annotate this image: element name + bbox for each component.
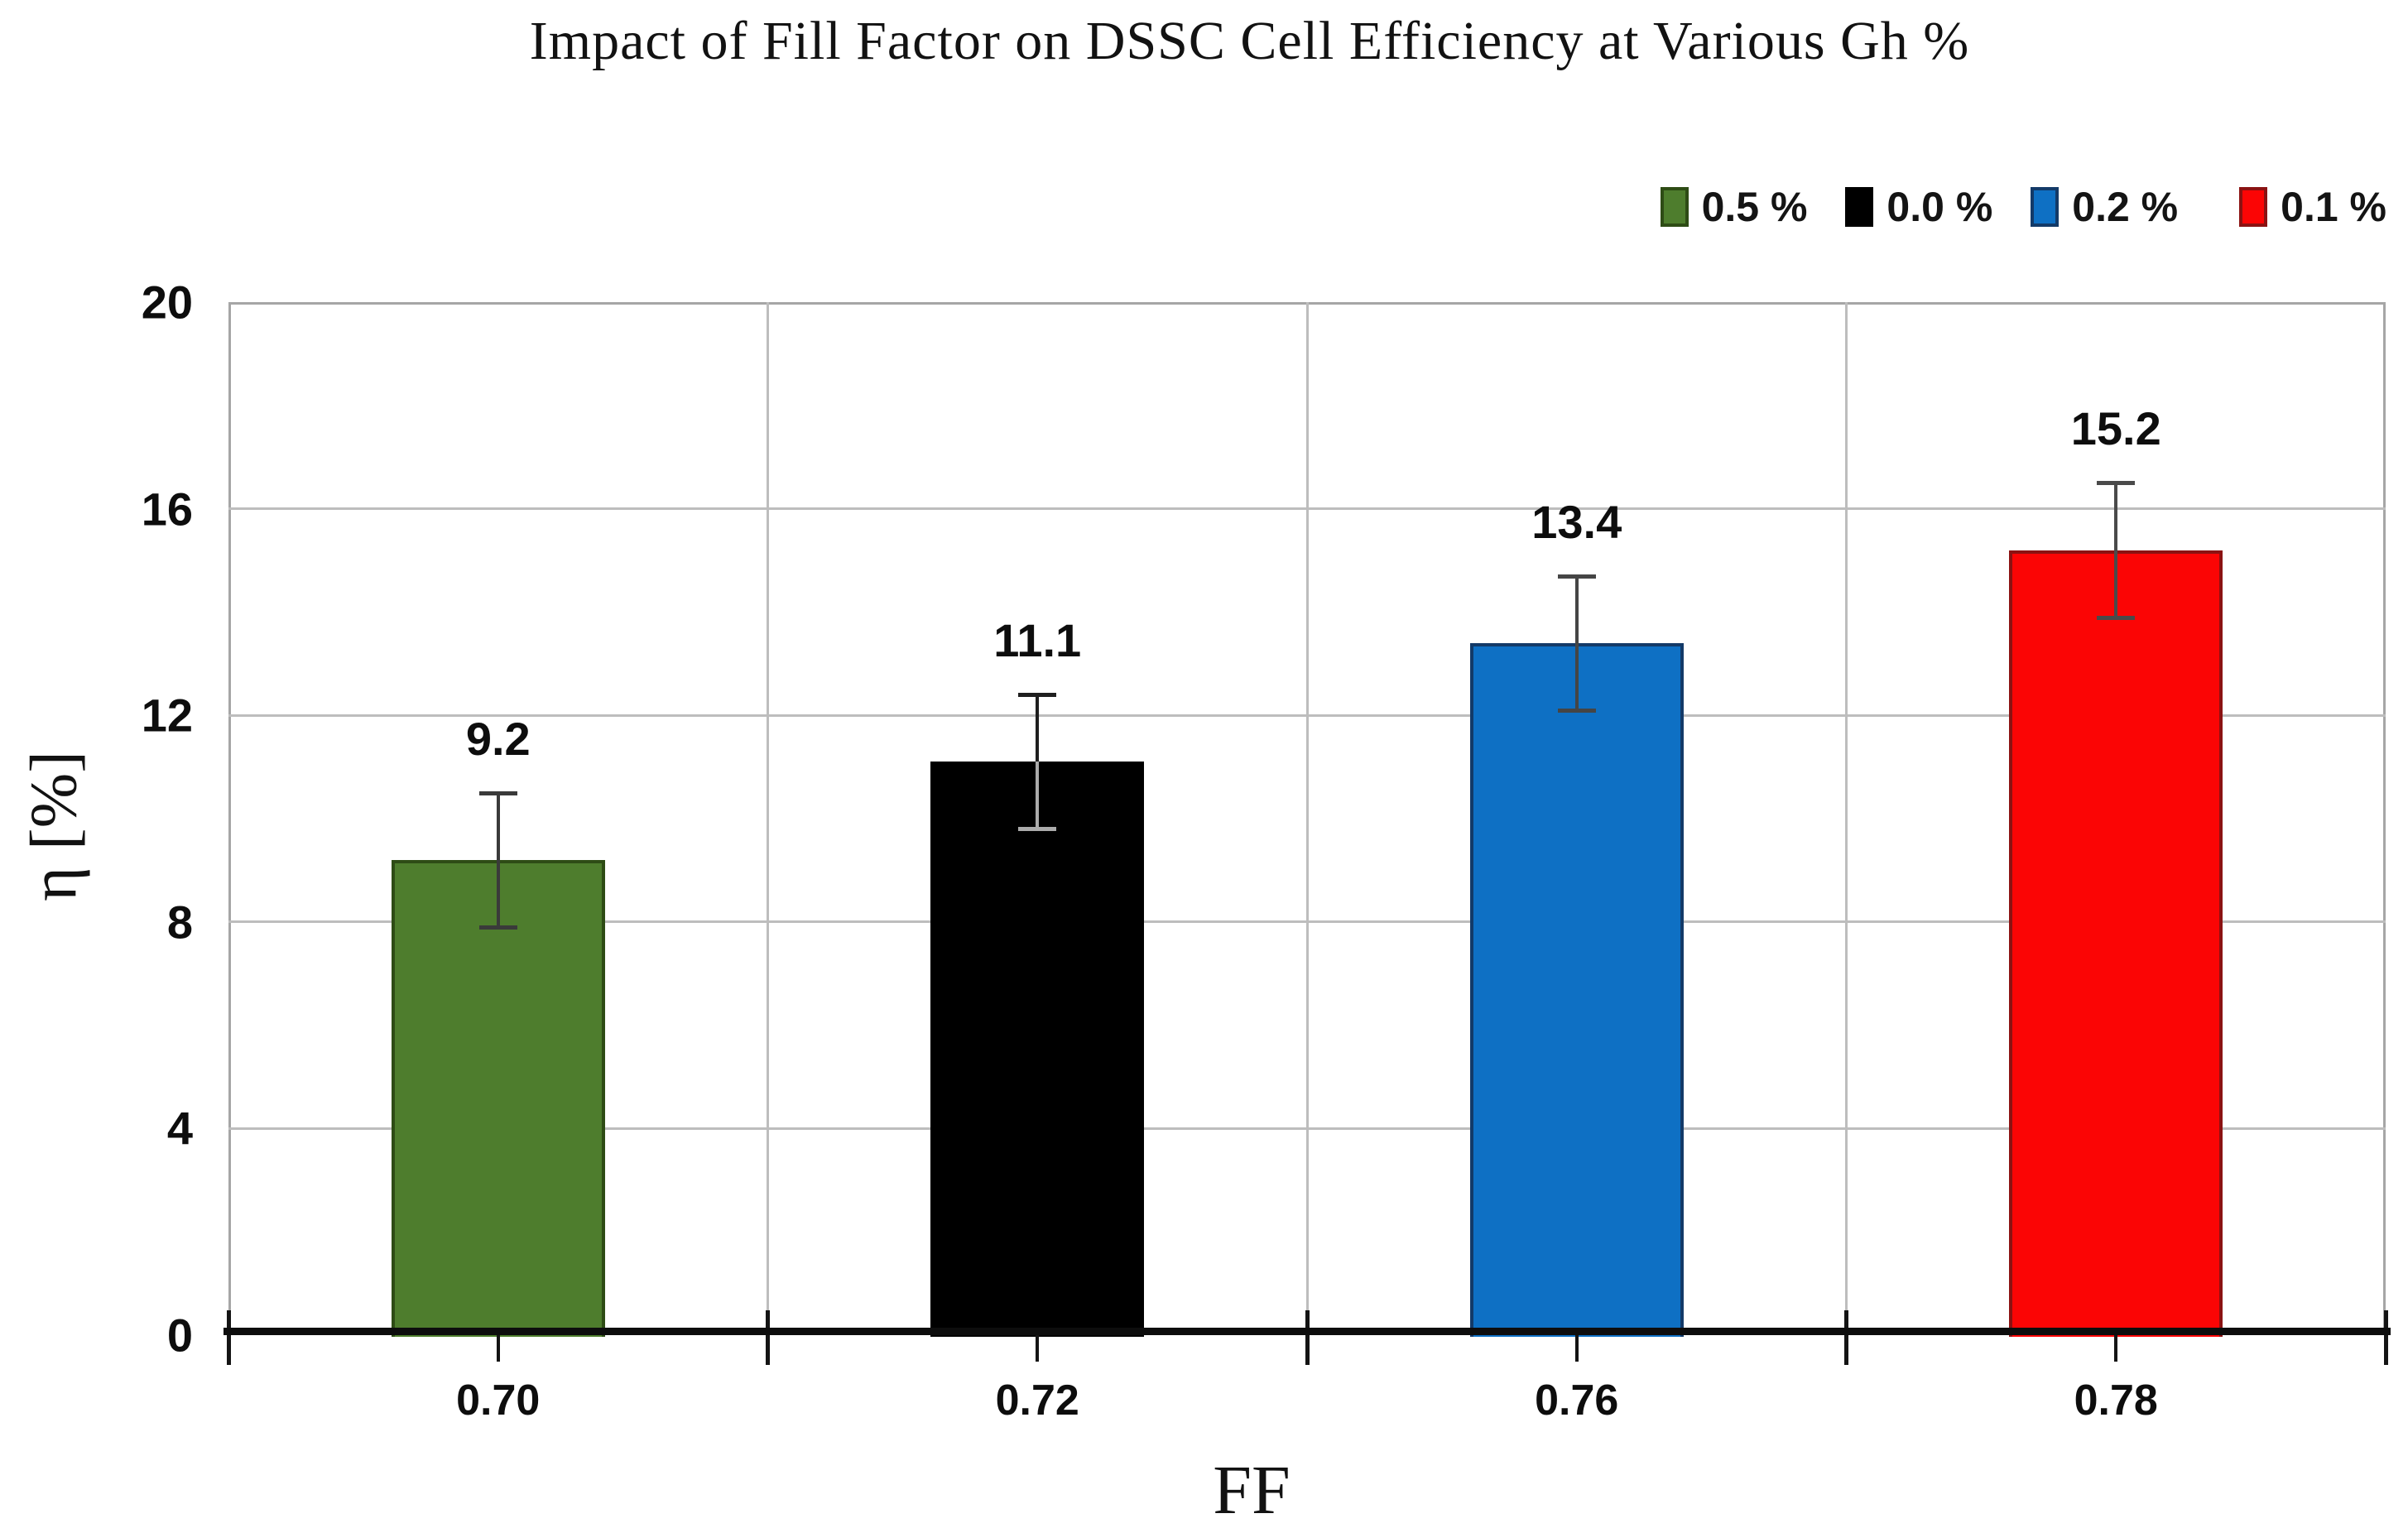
gridline-v-1 (767, 302, 769, 1335)
legend-label: 0.5 % (1701, 184, 1808, 230)
y-tick-label: 0 (166, 1309, 193, 1362)
error-bar-lower (1574, 642, 1579, 710)
legend-item: 0.5 % (1660, 183, 1808, 231)
bar-value-label: 9.2 (465, 712, 531, 765)
legend-label: 0.0 % (1887, 184, 1993, 230)
bar (2009, 550, 2223, 1337)
x-axis-boundary-tick (2383, 1310, 2388, 1365)
x-tick-label: 0.72 (995, 1377, 1079, 1425)
y-tick-label: 8 (166, 896, 193, 949)
error-bar-cap-top (1557, 574, 1596, 579)
x-axis-boundary-tick (1844, 1310, 1848, 1365)
x-tick-label: 0.78 (2074, 1377, 2158, 1425)
error-bar-upper (496, 792, 500, 860)
legend-swatch-icon (1660, 187, 1689, 227)
error-bar-lower (2114, 550, 2118, 617)
x-axis-line (223, 1328, 2391, 1335)
x-axis-boundary-tick (226, 1310, 231, 1365)
legend-item: 0.0 % (1845, 183, 1992, 231)
bar (930, 762, 1145, 1337)
y-tick-label: 12 (141, 689, 193, 742)
x-axis-minor-tick (1036, 1335, 1040, 1362)
bar (1469, 642, 1684, 1337)
x-axis-minor-tick (496, 1335, 500, 1362)
error-bar-lower (1036, 762, 1040, 829)
chart-title: Impact of Fill Factor on DSSC Cell Effic… (529, 11, 1970, 71)
x-axis-title: FF (1213, 1452, 1291, 1528)
legend-label: 0.1 % (2281, 184, 2386, 230)
legend-swatch-icon (2239, 187, 2268, 227)
legend: 0.5 % 0.0 % 0.2 % 0.1 % (1660, 169, 2386, 245)
legend-item: 0.1 % (2239, 183, 2386, 231)
bar-value-label: 11.1 (993, 614, 1082, 667)
legend-swatch-icon (2031, 187, 2060, 227)
error-bar-upper (2114, 483, 2118, 550)
x-axis-minor-tick (2114, 1335, 2118, 1362)
error-bar-cap-bottom (1018, 827, 1057, 832)
x-tick-label: 0.70 (456, 1377, 541, 1425)
error-bar-cap-top (2097, 481, 2136, 486)
error-bar-cap-bottom (478, 925, 517, 930)
error-bar-cap-bottom (1557, 708, 1596, 713)
error-bar-cap-top (478, 790, 517, 795)
y-tick-label: 4 (166, 1102, 193, 1155)
bar (391, 859, 605, 1337)
x-axis-boundary-tick (766, 1310, 770, 1365)
y-axis-title: η [%] (17, 751, 91, 901)
error-bar-cap-top (1018, 693, 1057, 698)
error-bar-cap-bottom (2097, 615, 2136, 620)
x-axis-minor-tick (1574, 1335, 1579, 1362)
error-bar-lower (496, 859, 500, 928)
y-tick-label: 20 (141, 276, 193, 329)
legend-label: 0.2 % (2072, 184, 2179, 230)
error-bar-upper (1574, 575, 1579, 643)
x-axis-boundary-tick (1305, 1310, 1310, 1365)
gridline-v-3 (1845, 302, 1848, 1335)
x-tick-label: 0.76 (1535, 1377, 1619, 1425)
error-bar-upper (1036, 694, 1040, 762)
legend-swatch-icon (1845, 187, 1874, 227)
bar-value-label: 13.4 (1531, 495, 1622, 548)
legend-item: 0.2 % (2031, 183, 2178, 231)
y-tick-label: 16 (141, 483, 193, 536)
gridline-v-2 (1305, 302, 1309, 1335)
bar-value-label: 15.2 (2070, 402, 2161, 455)
